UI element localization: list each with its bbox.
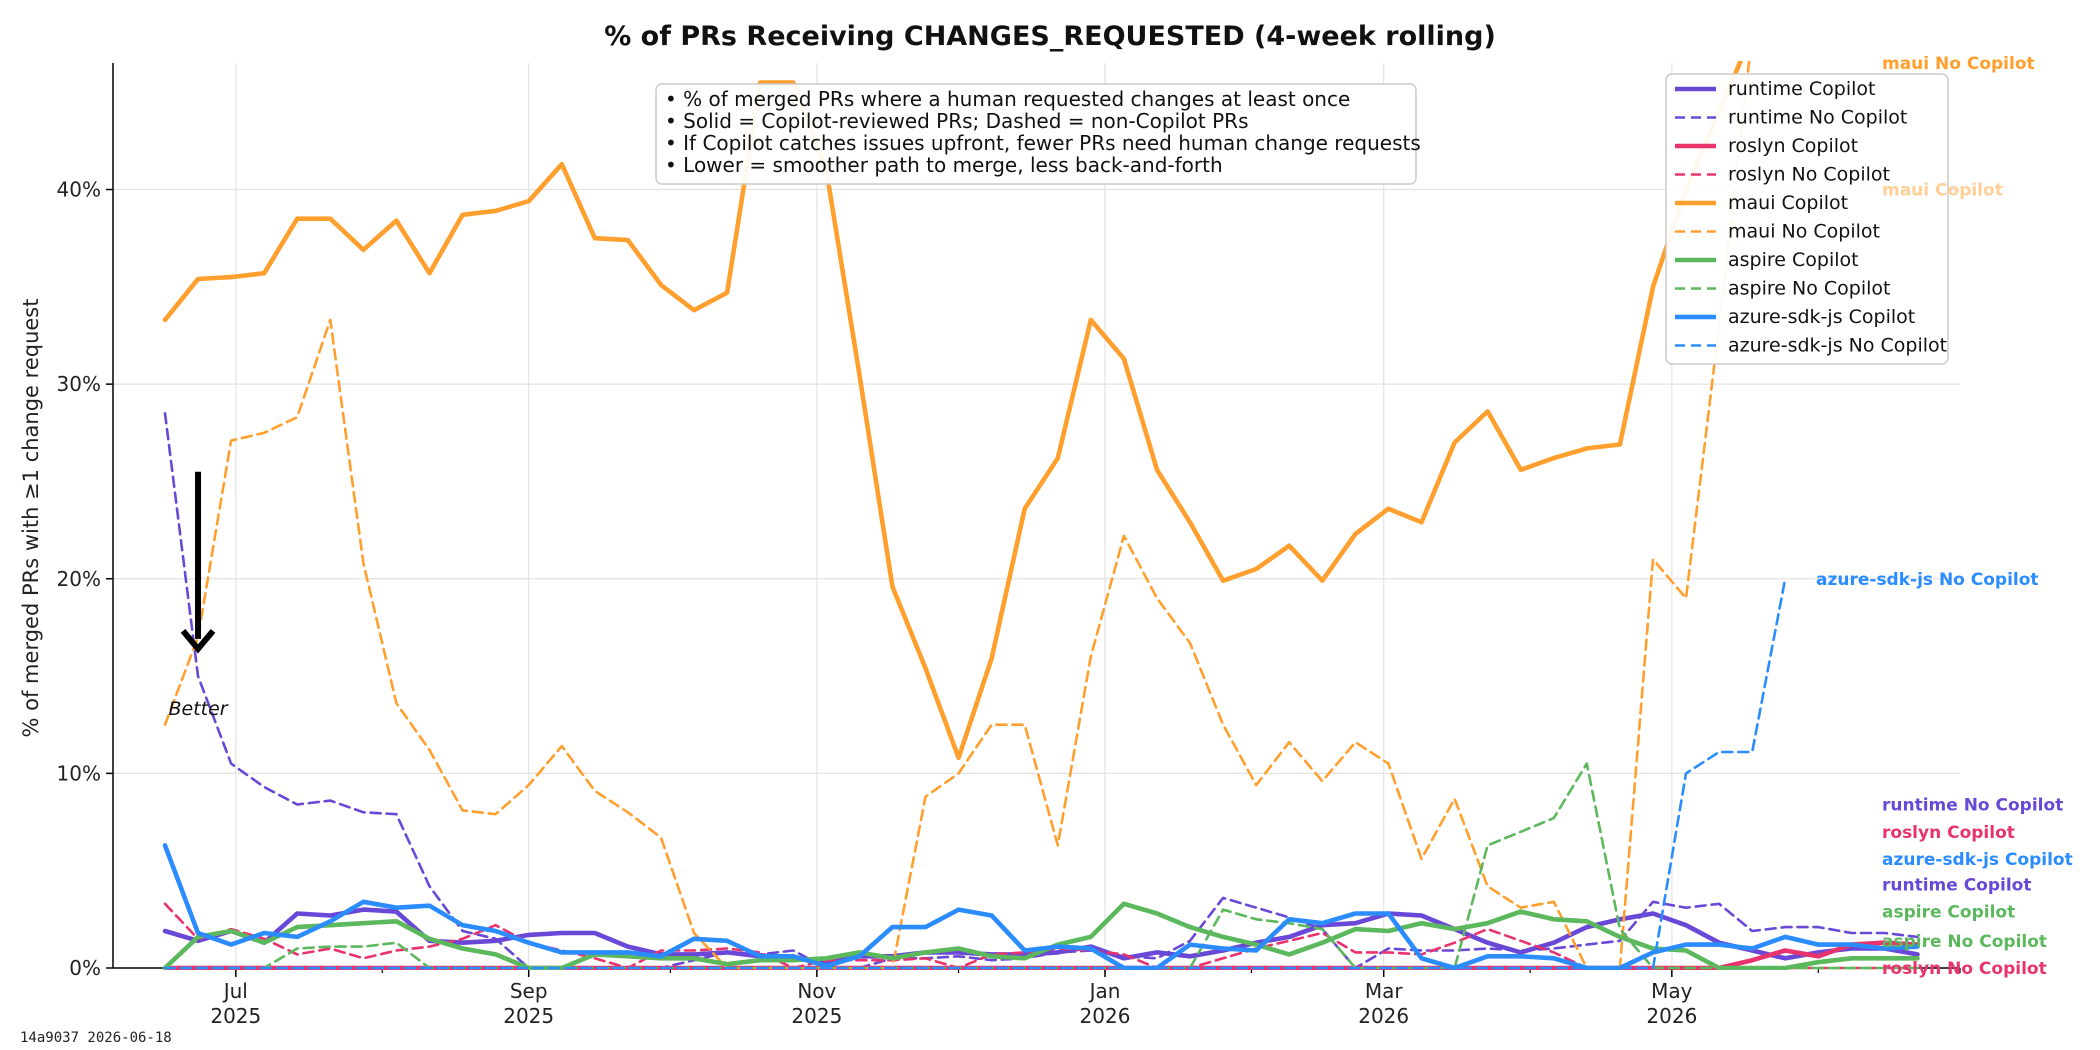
x-tick-label-year: 2025 xyxy=(791,1004,842,1028)
legend-frame xyxy=(1665,73,1949,365)
legend-entry: roslyn Copilot xyxy=(1728,135,1858,157)
legend-entry: roslyn No Copilot xyxy=(1728,164,1890,186)
legend-entry: azure-sdk-js No Copilot xyxy=(1728,335,1947,357)
legend-entry: maui No Copilot xyxy=(1728,221,1880,243)
y-tick-label: 10% xyxy=(57,761,101,785)
end-labels: maui No Copilot maui Copilot azure-sdk-js … xyxy=(1816,54,2073,979)
y-tick-label: 0% xyxy=(69,956,101,980)
better-annotation: Better xyxy=(168,471,229,720)
notes-line: • Solid = Copilot-reviewed PRs; Dashed =… xyxy=(665,109,1249,133)
end-label: runtime Copilot xyxy=(1882,875,2032,895)
x-tick-label-year: 2025 xyxy=(503,1004,554,1028)
x-tick-label-month: Sep xyxy=(510,979,548,1003)
series-line-azure-sdk-js-copilot xyxy=(162,843,1920,970)
legend-entry: runtime No Copilot xyxy=(1728,107,1907,129)
legend-entry: maui Copilot xyxy=(1728,192,1848,214)
x-tick-label-month: Mar xyxy=(1365,979,1404,1003)
legend-entry: aspire Copilot xyxy=(1728,249,1859,271)
notes-line: • If Copilot catches issues upfront, few… xyxy=(665,131,1421,155)
end-label: roslyn Copilot xyxy=(1882,823,2015,843)
x-tick-label-month: May xyxy=(1651,979,1693,1003)
y-tick-label: 40% xyxy=(57,178,101,202)
notes-box-frame xyxy=(655,83,1417,185)
notes-line: • Lower = smoother path to merge, less b… xyxy=(665,153,1223,177)
legend: runtime Copilot runtime No Copilot roslyn … xyxy=(1665,73,1949,365)
y-tick-label: 30% xyxy=(57,372,101,396)
legend-entry: aspire No Copilot xyxy=(1728,278,1890,300)
chart-title: % of PRs Receiving CHANGES_REQUESTED (4-… xyxy=(604,21,1496,52)
series-line-aspire-copilot xyxy=(162,901,1920,970)
x-tick-label-year: 2026 xyxy=(1080,1004,1131,1028)
series-line-runtime-no-copilot xyxy=(163,412,1919,970)
end-label: aspire No Copilot xyxy=(1882,932,2047,952)
grid xyxy=(113,63,1960,968)
better-label: Better xyxy=(168,698,228,720)
x-tick-label-year: 2026 xyxy=(1358,1004,1409,1028)
series-lines xyxy=(162,61,1920,970)
series-line-maui-no-copilot xyxy=(163,61,1751,970)
series-line-maui-copilot xyxy=(162,61,1744,761)
series-line-azure-sdk-js-no-copilot xyxy=(163,577,1787,970)
end-label: azure-sdk-js No Copilot xyxy=(1816,570,2039,590)
x-tick-label-month: Jan xyxy=(1088,979,1121,1003)
notes-line: • % of merged PRs where a human requeste… xyxy=(665,87,1350,111)
footer-stamp: 14a9037 2026-06-18 xyxy=(20,1030,172,1046)
x-tick-label-year: 2025 xyxy=(210,1004,261,1028)
end-label: runtime No Copilot xyxy=(1882,796,2063,816)
end-label: azure-sdk-js Copilot xyxy=(1882,850,2073,870)
y-axis-label: % of merged PRs with ≥1 change request xyxy=(19,299,43,738)
legend-entry: runtime Copilot xyxy=(1728,78,1875,100)
x-tick-label-year: 2026 xyxy=(1646,1004,1697,1028)
x-tick-label-month: Nov xyxy=(797,979,836,1003)
end-label: roslyn No Copilot xyxy=(1882,959,2047,979)
end-label: aspire Copilot xyxy=(1882,903,2015,923)
y-tick-label: 20% xyxy=(57,567,101,591)
x-tick-label-month: Jul xyxy=(222,979,248,1003)
legend-entry: azure-sdk-js Copilot xyxy=(1728,306,1915,328)
notes-box: • % of merged PRs where a human requeste… xyxy=(655,83,1421,185)
better-arrow-head xyxy=(180,628,216,654)
end-label: maui No Copilot xyxy=(1882,54,2035,74)
end-label: maui Copilot xyxy=(1882,181,2003,201)
